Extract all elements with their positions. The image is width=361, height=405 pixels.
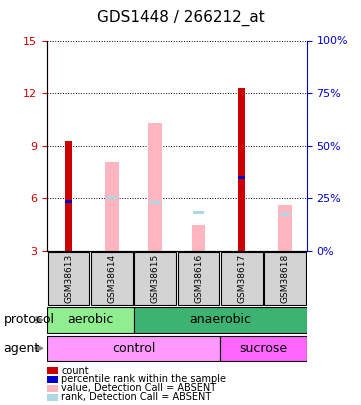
FancyBboxPatch shape — [264, 252, 306, 305]
Text: GSM38617: GSM38617 — [238, 254, 246, 303]
Bar — [150, 201, 161, 205]
Bar — [239, 88, 245, 251]
Text: GSM38618: GSM38618 — [281, 254, 290, 303]
Text: GSM38613: GSM38613 — [64, 254, 73, 303]
Bar — [105, 162, 119, 251]
Text: rank, Detection Call = ABSENT: rank, Detection Call = ABSENT — [61, 392, 212, 402]
FancyBboxPatch shape — [220, 335, 307, 361]
Text: protocol: protocol — [4, 313, 55, 326]
FancyBboxPatch shape — [178, 252, 219, 305]
FancyBboxPatch shape — [47, 307, 134, 333]
Text: anaerobic: anaerobic — [189, 313, 251, 326]
Text: agent: agent — [4, 342, 40, 355]
Text: GSM38614: GSM38614 — [108, 254, 116, 303]
Bar — [65, 141, 72, 251]
Text: sucrose: sucrose — [239, 342, 288, 355]
FancyBboxPatch shape — [91, 252, 133, 305]
FancyBboxPatch shape — [47, 335, 220, 361]
Bar — [193, 211, 204, 214]
Text: GSM38615: GSM38615 — [151, 254, 160, 303]
Bar — [280, 213, 291, 216]
Bar — [106, 196, 117, 199]
FancyBboxPatch shape — [48, 252, 90, 305]
Text: value, Detection Call = ABSENT: value, Detection Call = ABSENT — [61, 384, 217, 393]
Text: count: count — [61, 366, 89, 375]
FancyBboxPatch shape — [221, 252, 263, 305]
FancyBboxPatch shape — [134, 307, 307, 333]
Text: aerobic: aerobic — [67, 313, 113, 326]
Text: percentile rank within the sample: percentile rank within the sample — [61, 375, 226, 384]
Bar — [65, 200, 72, 202]
Bar — [239, 176, 245, 179]
Text: GDS1448 / 266212_at: GDS1448 / 266212_at — [97, 10, 264, 26]
Bar — [192, 225, 205, 251]
Bar — [148, 123, 162, 251]
Text: GSM38616: GSM38616 — [194, 254, 203, 303]
Bar — [278, 205, 292, 251]
Text: control: control — [112, 342, 155, 355]
FancyBboxPatch shape — [134, 252, 176, 305]
